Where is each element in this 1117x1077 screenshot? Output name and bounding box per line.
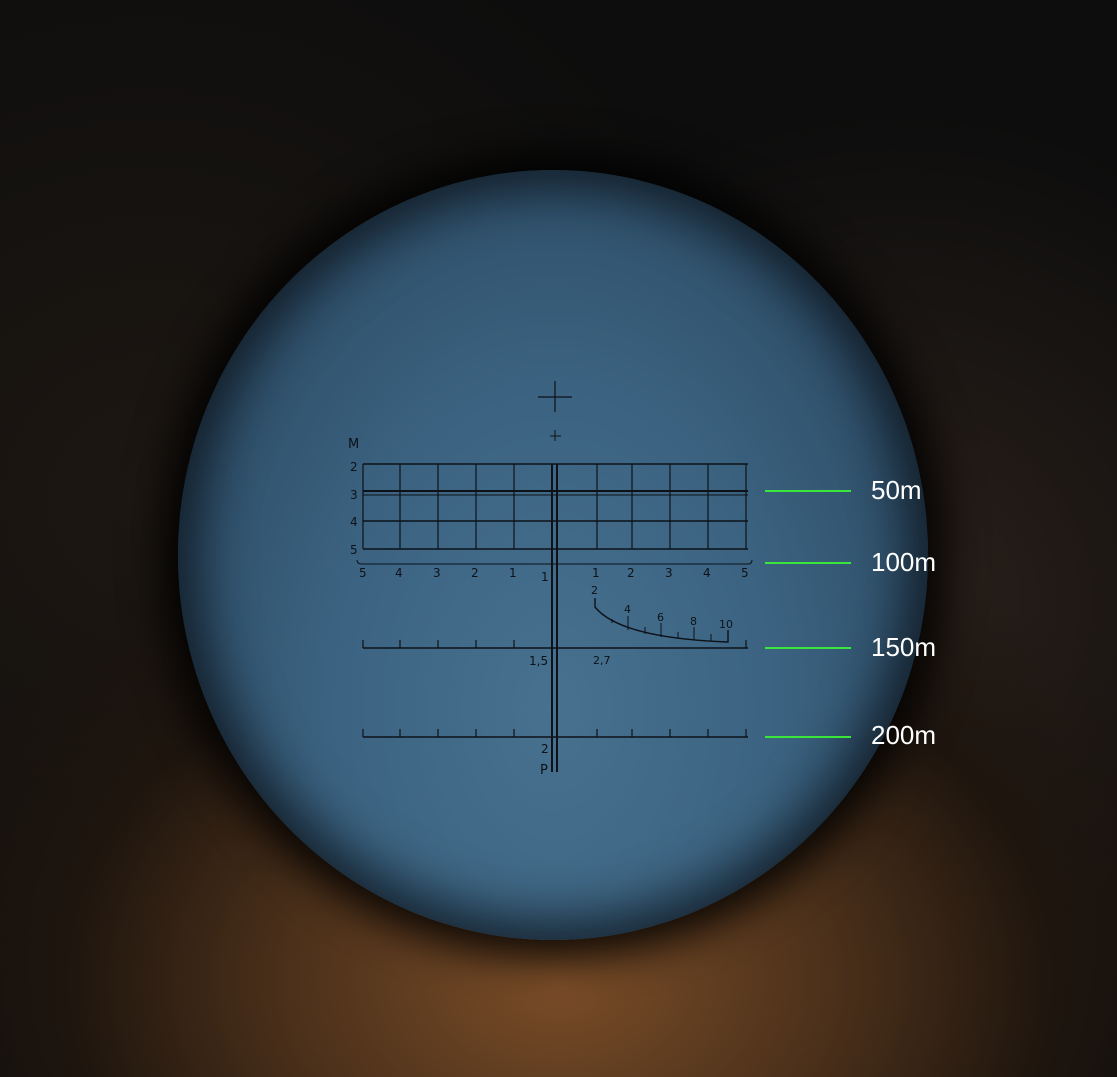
range-marker-line-150: [765, 647, 851, 649]
height-mark: 3: [350, 488, 358, 502]
lead-mark: 1: [592, 566, 600, 580]
mid-label: 1,5: [529, 654, 548, 668]
lead-mark: 2: [627, 566, 635, 580]
lead-mark: 3: [665, 566, 673, 580]
speed-mark: 10: [719, 618, 733, 631]
lead-mark: 4: [395, 566, 403, 580]
speed-mark: 6: [657, 611, 664, 624]
lead-mark: 4: [703, 566, 711, 580]
range-label-150: 150m: [871, 632, 937, 662]
bottom-letter: P: [540, 763, 548, 778]
height-mark: 4: [350, 515, 358, 529]
mid-label: 2,7: [593, 654, 611, 667]
lead-mark: 5: [741, 566, 749, 580]
range-marker-line-200: [765, 736, 851, 738]
height-header: M: [348, 437, 359, 452]
speed-curve: [594, 598, 729, 643]
speed-mark: 4: [624, 603, 631, 616]
speed-mark: 8: [690, 615, 697, 628]
range-marker-line-100: [765, 562, 851, 564]
lead-mark: 1: [509, 566, 517, 580]
range-marker-line-50: [765, 490, 851, 492]
center-mark: 1: [541, 570, 549, 584]
range-label-50: 50m: [871, 475, 922, 505]
bottom-mark: 2: [541, 742, 549, 756]
lead-mark: 5: [359, 566, 367, 580]
lead-mark: 2: [471, 566, 479, 580]
range-label-200: 200m: [871, 720, 937, 750]
range-label-100: 100m: [871, 547, 937, 577]
height-mark: 5: [350, 543, 358, 557]
lead-mark: 3: [433, 566, 441, 580]
speed-mark: 2: [591, 584, 598, 597]
height-mark: 2: [350, 460, 358, 474]
grid-bracket: [356, 559, 753, 565]
